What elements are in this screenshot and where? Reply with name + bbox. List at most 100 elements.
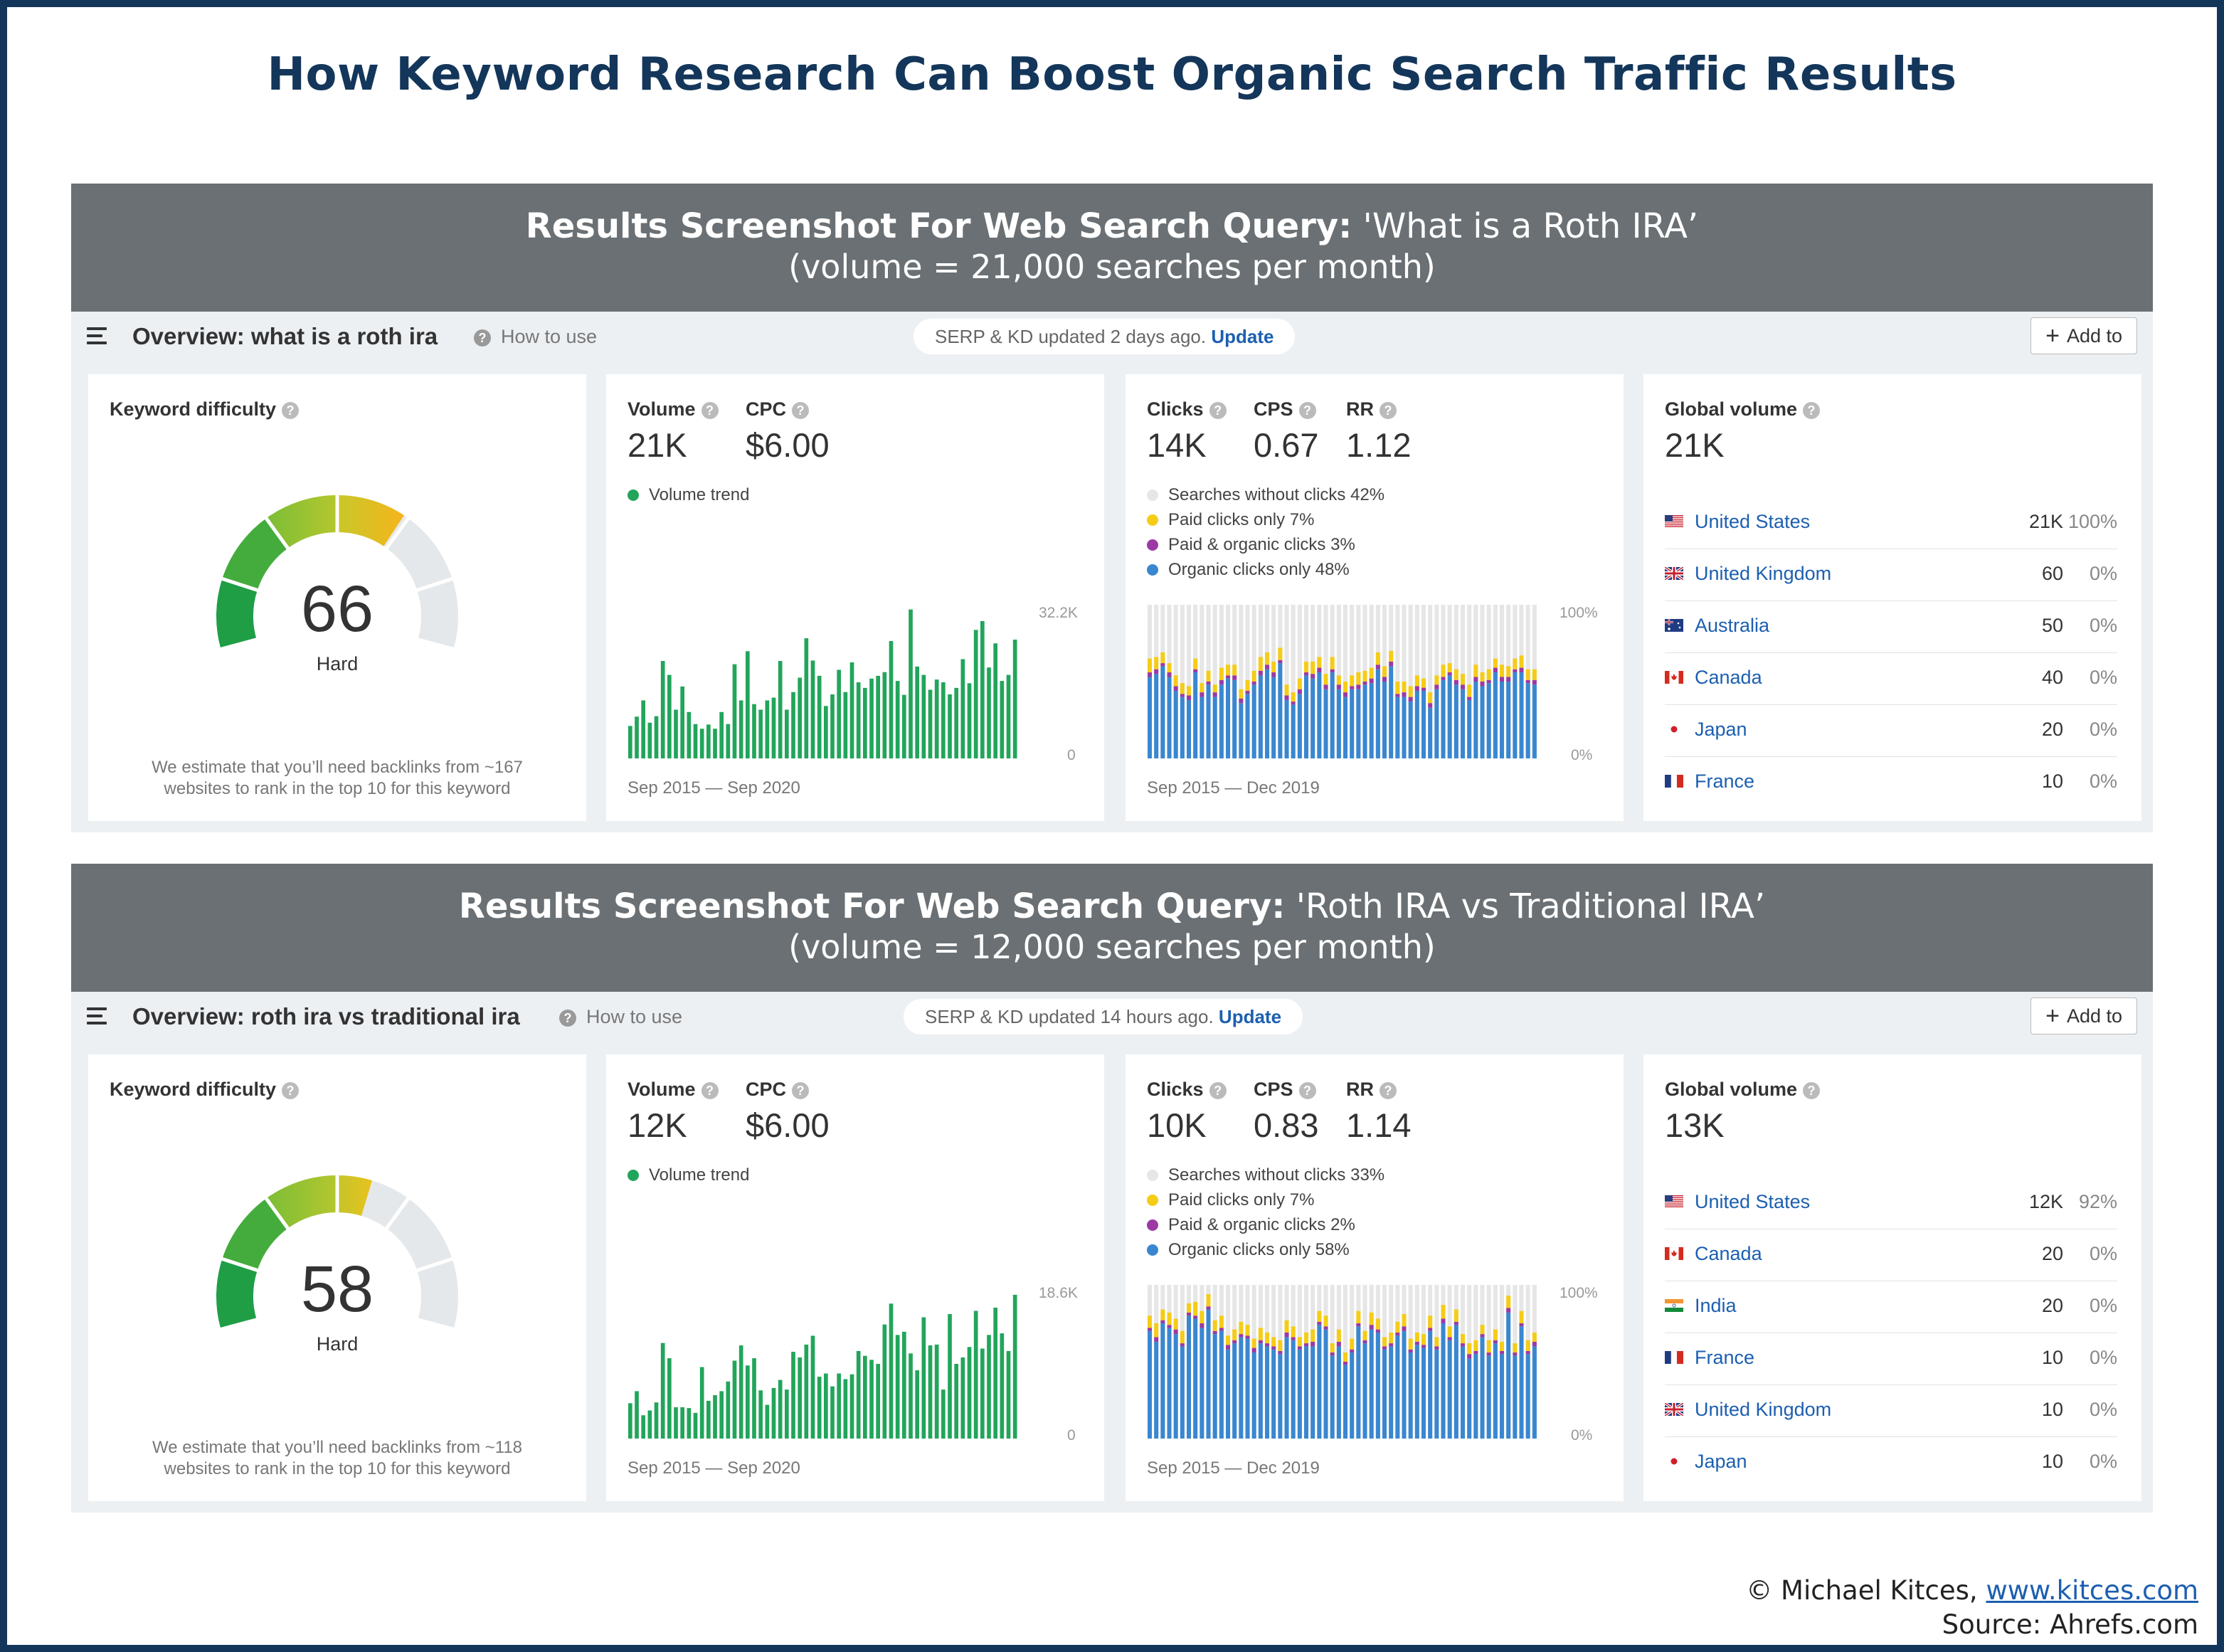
country-name-link[interactable]: Canada: [1695, 1243, 1762, 1264]
volume-bar: [706, 1400, 711, 1439]
help-icon[interactable]: ?: [792, 401, 810, 419]
clicks-legend-item: Paid clicks only 7%: [1147, 510, 1314, 530]
global-volume-label-text: Global volume: [1665, 398, 1798, 420]
rr-label: RR?: [1346, 398, 1397, 420]
kitces-link[interactable]: www.kitces.com: [1986, 1575, 2198, 1606]
volume-bar: [726, 1381, 731, 1439]
volume-bar: [693, 1412, 698, 1439]
us-flag-icon: [1665, 1195, 1683, 1208]
help-icon[interactable]: ?: [282, 1081, 300, 1099]
country-name-link[interactable]: Japan: [1695, 719, 1747, 740]
help-icon[interactable]: ?: [1380, 1081, 1397, 1099]
menu-icon[interactable]: [87, 1007, 107, 1024]
clicks-bar-segment: [1369, 683, 1374, 758]
clicks-bar-segment: [1271, 1346, 1276, 1350]
legend-dot: [1147, 514, 1158, 526]
clicks-bar-segment: [1200, 692, 1204, 697]
country-name-link[interactable]: United States: [1695, 511, 1811, 532]
clicks-bar-segment: [1532, 1346, 1537, 1439]
volume-bar: [980, 1348, 985, 1439]
clicks-bar-segment: [1447, 1326, 1452, 1338]
clicks-bar-segment: [1493, 672, 1498, 758]
update-link[interactable]: Update: [1211, 326, 1274, 347]
volume-bar: [824, 706, 828, 758]
volume-trend-legend: Volume trend: [628, 485, 749, 505]
clicks-bar-segment: [1212, 1334, 1217, 1439]
volume-bar: [647, 1410, 652, 1439]
volume-bar: [1012, 640, 1017, 758]
cps-value: 0.83: [1254, 1106, 1319, 1144]
overview-title: Overview: roth ira vs traditional ira: [132, 1003, 520, 1029]
no-click-bar: [1187, 605, 1192, 758]
volume-bar: [960, 659, 965, 758]
volume-bar: [752, 1358, 756, 1439]
clicks-bar-segment: [1232, 675, 1237, 680]
help-icon[interactable]: ?: [792, 1081, 810, 1099]
help-icon[interactable]: ?: [1209, 1081, 1227, 1099]
clicks-bar-segment: [1480, 1337, 1485, 1439]
country-name-link[interactable]: France: [1695, 1347, 1755, 1368]
country-name-link[interactable]: Japan: [1695, 1451, 1747, 1472]
volume-bar: [817, 675, 822, 758]
country-share: 92%: [2078, 1191, 2117, 1212]
country-name-link[interactable]: United States: [1695, 1191, 1811, 1212]
clicks-bar-segment: [1245, 1338, 1250, 1439]
clicks-bar-segment: [1532, 679, 1537, 685]
country-name-link[interactable]: France: [1695, 771, 1755, 792]
help-icon[interactable]: ?: [282, 401, 300, 419]
clicks-bar-segment: [1506, 682, 1511, 758]
volume-bar: [948, 694, 952, 758]
add-to-button[interactable]: + Add to: [2030, 997, 2137, 1034]
help-icon[interactable]: ?: [1803, 401, 1821, 419]
clicks-bar-segment: [1402, 692, 1407, 697]
clicks-bar-segment: [1428, 703, 1433, 708]
help-icon[interactable]: ?: [474, 329, 491, 346]
clicks-bar-segment: [1206, 684, 1211, 758]
volume-bar: [791, 1352, 795, 1439]
clicks-bar-segment: [1310, 1329, 1315, 1342]
help-icon[interactable]: ?: [1380, 401, 1397, 419]
clicks-bar-segment: [1467, 1354, 1472, 1359]
add-to-label: Add to: [2066, 1005, 2122, 1027]
country-name-link[interactable]: United Kingdom: [1695, 1399, 1832, 1420]
kd-gauge: [216, 494, 458, 647]
clicks-bar-segment: [1310, 674, 1315, 679]
clicks-bar-segment: [1167, 1325, 1172, 1328]
kd-gauge-segment-filled: [266, 1175, 337, 1229]
help-icon[interactable]: ?: [1209, 401, 1227, 419]
country-name-link[interactable]: Australia: [1695, 615, 1770, 636]
clicks-bar-segment: [1402, 1326, 1407, 1331]
volume-bar: [699, 729, 704, 758]
how-to-use-link[interactable]: ? How to use: [559, 1006, 682, 1028]
clicks-bar-segment: [1395, 1321, 1400, 1333]
country-name-link[interactable]: Canada: [1695, 667, 1762, 688]
clicks-bar-segment: [1200, 1328, 1204, 1439]
legend-dot: [628, 489, 639, 501]
clicks-bar-segment: [1284, 699, 1289, 758]
no-click-bar: [1291, 605, 1296, 758]
clicks-bar-segment: [1304, 672, 1309, 676]
legend-dot: [1147, 1170, 1158, 1181]
cps-value: 0.67: [1254, 426, 1319, 464]
help-icon[interactable]: ?: [1803, 1081, 1821, 1099]
add-to-button[interactable]: + Add to: [2030, 317, 2137, 354]
help-icon[interactable]: ?: [1298, 401, 1316, 419]
clicks-bar-segment: [1226, 1349, 1231, 1439]
help-icon[interactable]: ?: [701, 1081, 719, 1099]
clicks-legend-item: Searches without clicks 33%: [1147, 1165, 1384, 1185]
help-icon[interactable]: ?: [1298, 1081, 1316, 1099]
help-icon[interactable]: ?: [559, 1009, 576, 1027]
help-icon[interactable]: ?: [701, 401, 719, 419]
country-name-link[interactable]: India: [1695, 1295, 1737, 1316]
clicks-bar-segment: [1291, 1340, 1296, 1439]
clicks-bar-segment: [1193, 669, 1198, 673]
volume-bar: [973, 630, 978, 758]
clicks-bar-segment: [1317, 672, 1322, 758]
menu-icon[interactable]: [87, 327, 107, 344]
volume-label-text: Volume: [628, 1079, 696, 1100]
country-name-link[interactable]: United Kingdom: [1695, 563, 1832, 584]
volume-bar: [660, 661, 665, 758]
update-link[interactable]: Update: [1218, 1006, 1282, 1027]
how-to-use-link[interactable]: ? How to use: [474, 326, 597, 348]
global-volume-label-text: Global volume: [1665, 1079, 1798, 1100]
